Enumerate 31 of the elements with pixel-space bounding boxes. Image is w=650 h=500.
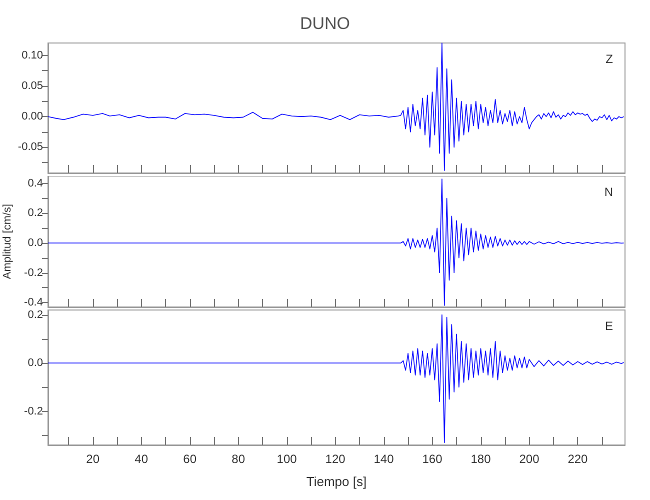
y-tick-label: 0.4 [28,177,43,190]
x-tick-label: 80 [232,452,246,466]
y-tick-label: 0.2 [28,207,43,220]
x-axis-title: Tiempo [s] [306,474,367,489]
y-tick-label: 0.10 [22,49,43,62]
y-tick-label: 0.0 [28,236,43,249]
x-tick-label: 160 [422,452,443,466]
annotation: Z [606,52,614,66]
x-tick-label: 140 [374,452,394,466]
x-tick-label: 200 [519,452,540,466]
y-tick-label: -0.4 [24,296,43,309]
x-tick-label: 220 [568,452,588,466]
y-tick-label: 0.00 [22,110,43,123]
y-tick-label: -0.2 [24,266,43,279]
x-tick-label: 60 [183,452,197,466]
y-tick-label: 0.2 [28,308,43,321]
x-tick-label: 40 [134,452,148,466]
y-axis-title: Amplitud [cm/s] [2,204,14,280]
x-tick-label: 180 [470,452,492,466]
line-series [48,314,624,443]
annotation: N [604,185,614,199]
x-tick-label: 20 [86,452,100,466]
line-series [48,42,624,171]
annotation: E [604,319,614,333]
y-tick-label: -0.2 [24,405,43,418]
y-tick-label: -0.05 [18,141,43,154]
y-tick-label: 0.05 [22,80,43,92]
chart-title: DUNO [300,14,350,33]
x-tick-label: 120 [325,452,346,466]
y-tick-label: 0.0 [28,357,43,370]
x-tick-label: 100 [276,452,298,466]
